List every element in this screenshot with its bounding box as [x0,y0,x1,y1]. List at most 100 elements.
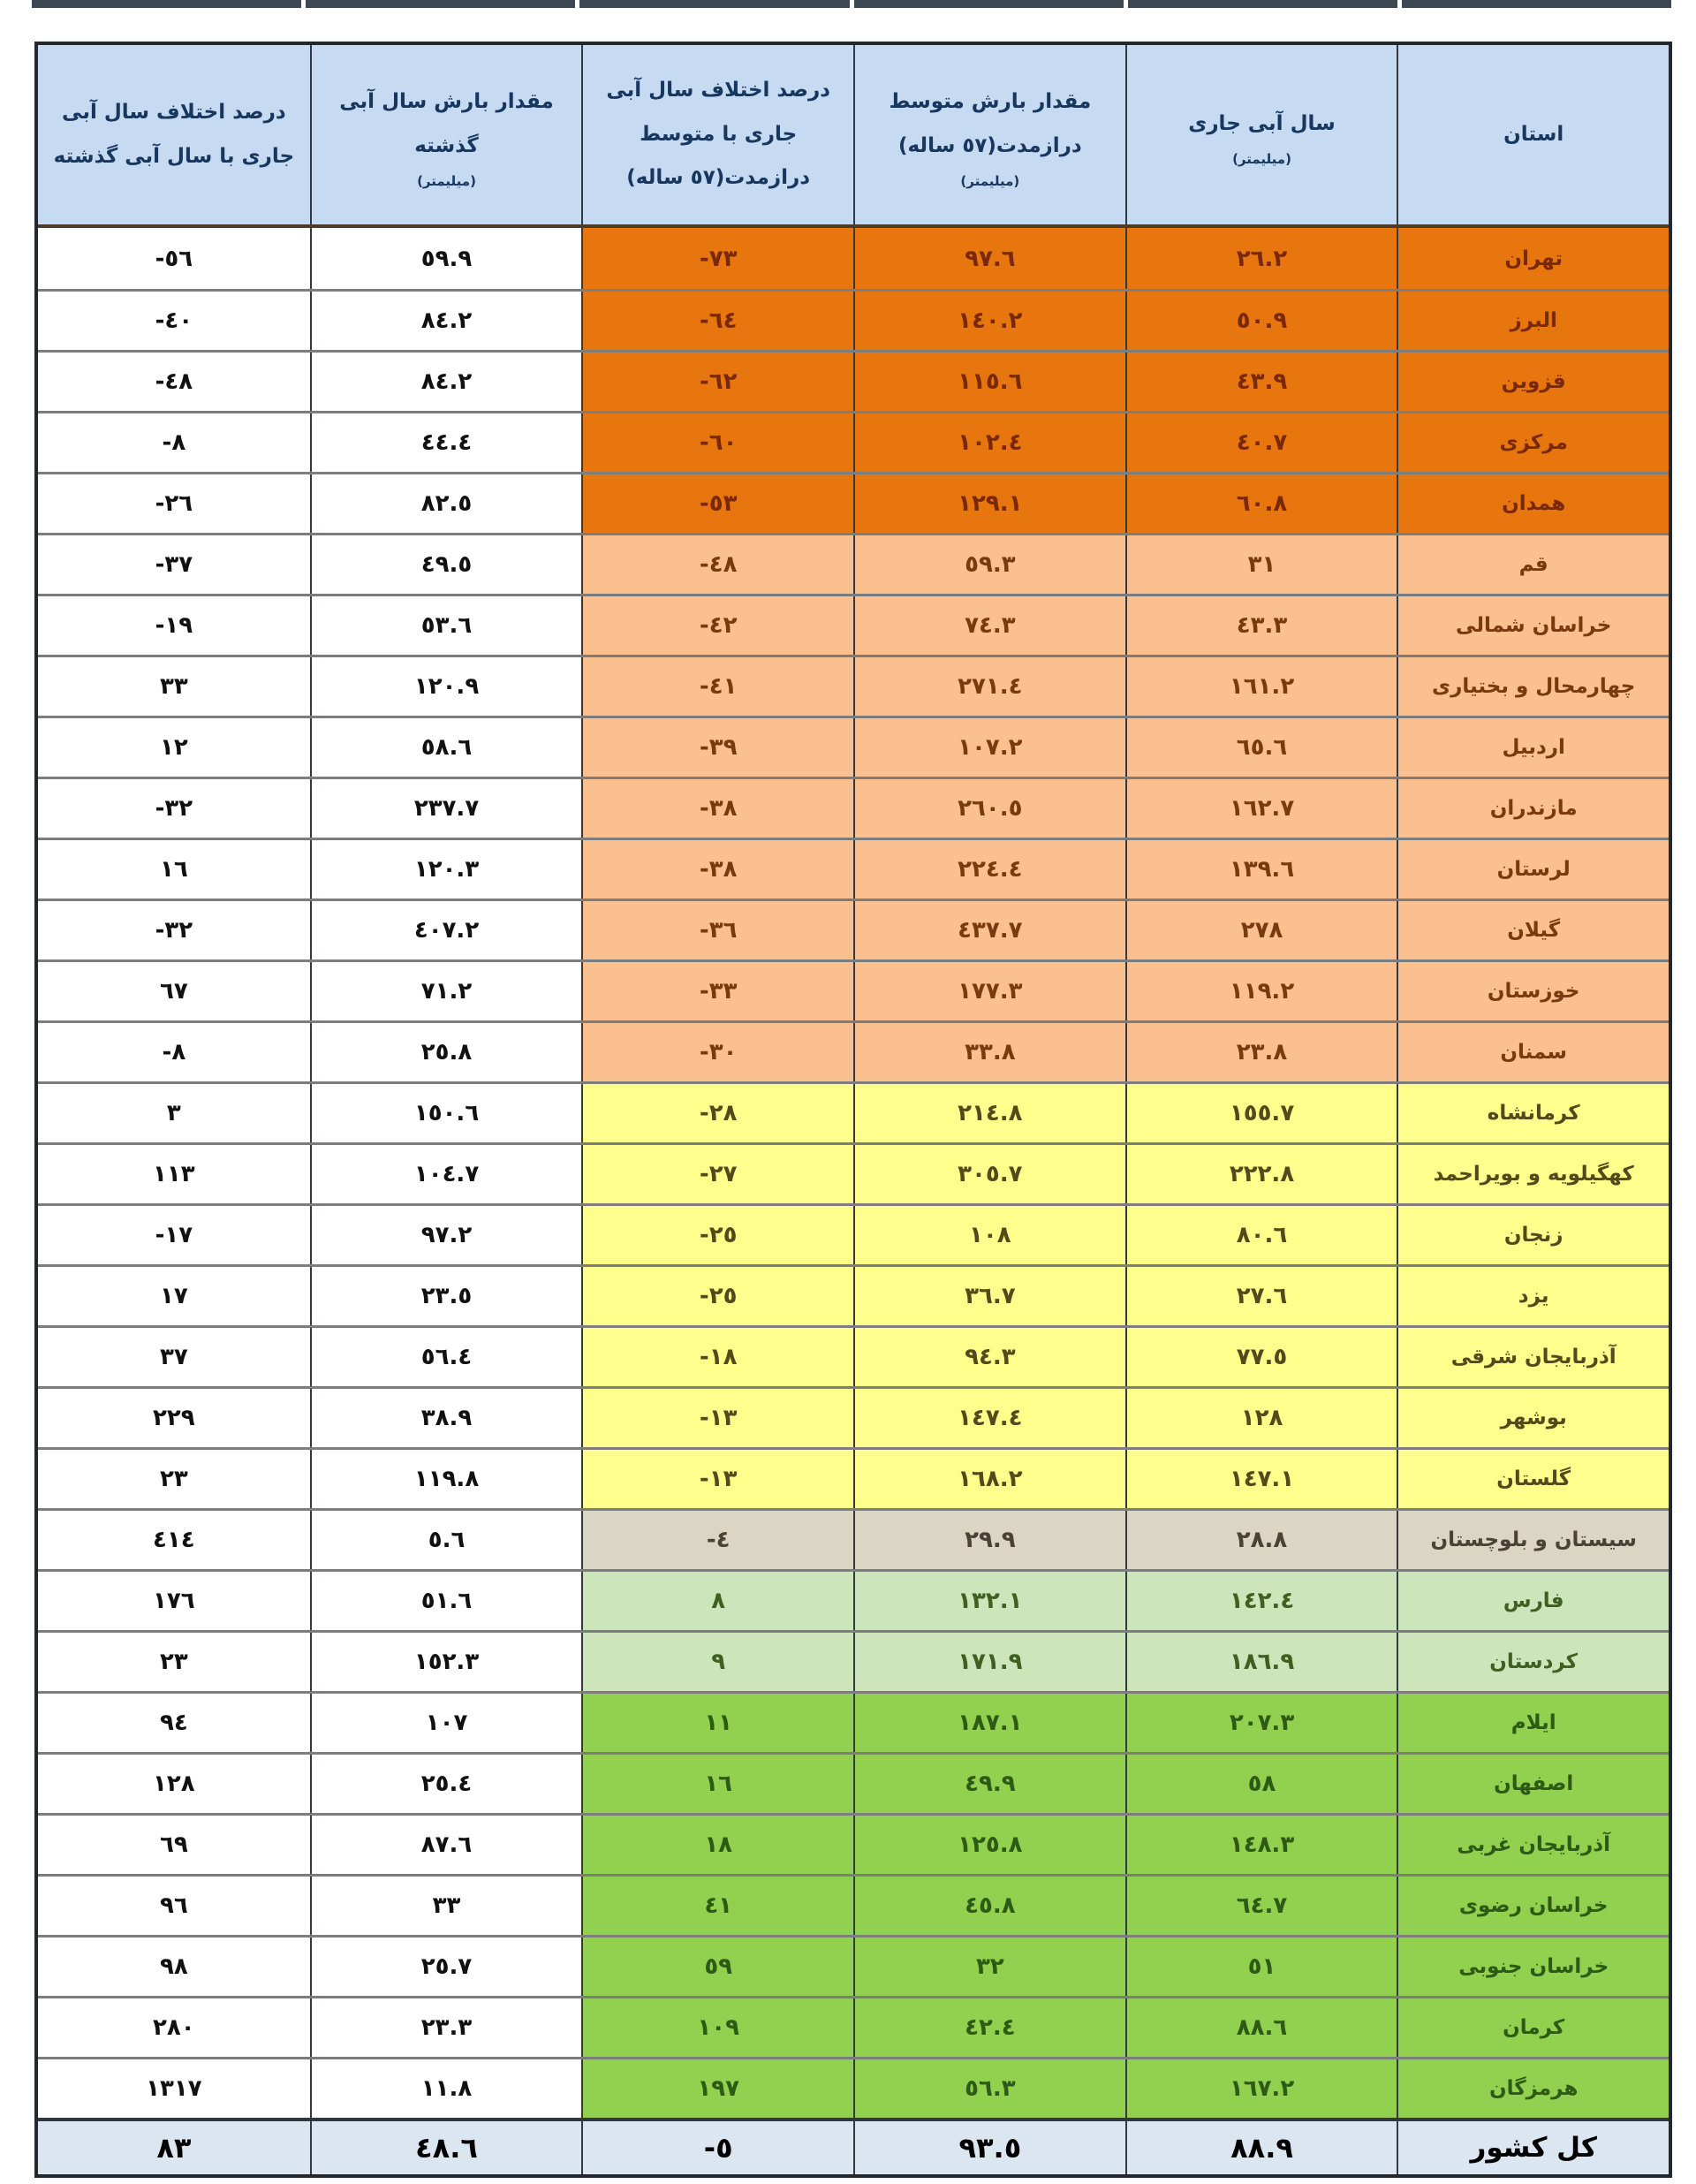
table-row: کرمانشاه ١٥٥.٧ ٢١٤.٨ -٢٨ ١٥٠.٦ ٣ [38,1081,1669,1142]
value-cell-current: ٢٣.٨ [1124,1023,1397,1081]
province-name: قزوین [1501,370,1566,393]
province-name: خراسان جنوبی [1458,1955,1609,1978]
value-longterm: ٣٦.٧ [965,1283,1016,1309]
total-value-diff_lastyear: ٨٣ [156,2131,192,2165]
value-diff_longterm: -٤ [706,1527,731,1553]
value-cell-longterm: ٢٦٠.٥ [853,779,1125,838]
province-name: تهران [1504,246,1563,270]
value-lastyear: ٥.٦ [428,1527,466,1553]
value-diff_longterm: -٣٨ [699,795,738,822]
value-lastyear: ٢٣.٣ [420,2014,473,2041]
value-longterm: ٢١٤.٨ [958,1100,1023,1126]
table-row: سمنان ٢٣.٨ ٣٣.٨ -٣٠ ٢٥.٨ -٨ [38,1020,1669,1081]
value-cell-diff_longterm: ١٦ [581,1755,854,1813]
value-current: ٨٨.٦ [1236,2014,1288,2041]
province-name: سمنان [1500,1041,1568,1064]
value-diff_longterm: ٥٩ [704,1953,733,1980]
value-cell-lastyear: ٢٥.٤ [309,1755,582,1813]
province-name-cell: البرز [1397,292,1669,350]
province-name-cell: کرمان [1397,1998,1669,2057]
column-title: درصد اختلاف سال آبی جاری با متوسط درازمد… [606,79,830,190]
value-lastyear: ٩٧.٢ [420,1222,473,1248]
province-name: کرمان [1503,2016,1565,2039]
value-lastyear: ٣٨.٩ [420,1405,473,1431]
value-cell-longterm: ١٣٢.١ [853,1572,1125,1630]
value-cell-diff_longterm: -١٣ [581,1389,854,1447]
value-cell-diff_lastyear: ٦٩ [38,1816,310,1874]
value-cell-diff_longterm: ١٨ [581,1816,854,1874]
value-cell-longterm: ١٢٥.٨ [853,1816,1125,1874]
province-name: کرمانشاه [1487,1102,1580,1125]
table-edge-fragment [1401,0,1672,8]
value-cell-lastyear: ٥٣.٦ [309,596,582,655]
value-cell-lastyear: ٨٧.٦ [309,1816,582,1874]
column-title: استان [1503,122,1564,146]
value-lastyear: ١٢٠.٩ [413,673,480,700]
value-diff_longterm: -٣٠ [699,1039,738,1065]
value-lastyear: ١٠٧ [425,1710,468,1736]
value-longterm: ٥٩.٣ [965,551,1016,578]
column-unit-label: (میلیمتر) [1232,151,1291,168]
value-diff_lastyear: -٨ [162,1039,186,1065]
column-header-longterm: مقدار بارش متوسط درازمدت(٥٧ ساله) (میلیمت… [853,45,1125,224]
province-name-cell: اصفهان [1397,1755,1669,1813]
value-longterm: ١٠٢.٤ [958,429,1023,456]
value-longterm: ١٦٨.٢ [958,1466,1023,1492]
value-cell-diff_longterm: -٦٠ [581,413,854,472]
value-cell-lastyear: ١٥٢.٣ [309,1633,582,1691]
value-diff_lastyear: ١١٣ [153,1161,195,1187]
value-cell-diff_longterm: ١٩٧ [581,2059,854,2118]
value-cell-lastyear: ١٢٠.٣ [309,840,582,899]
value-cell-diff_lastyear: ٩٨ [38,1938,310,1996]
value-diff_longterm: ١٦ [704,1771,733,1797]
value-cell-diff_longterm: -١٨ [581,1328,854,1386]
value-diff_longterm: -٢٧ [699,1161,738,1187]
province-name-cell: همدان [1397,474,1669,533]
value-cell-longterm: ٥٦.٣ [853,2059,1125,2118]
value-cell-diff_lastyear: ١٧ [38,1267,310,1325]
value-cell-current: ٦٥.٦ [1124,718,1397,777]
value-lastyear: ٥٩.٩ [420,245,473,272]
value-diff_longterm: ١٩٧ [697,2075,739,2102]
value-cell-lastyear: ٨٢.٥ [309,474,582,533]
value-diff_longterm: -٤٨ [699,551,738,578]
value-diff_longterm: -٣٦ [699,917,738,944]
value-cell-diff_longterm: -٣٨ [581,779,854,838]
value-lastyear: ٥٦.٤ [420,1344,473,1370]
value-longterm: ١٨٧.١ [958,1710,1023,1736]
value-lastyear: ٤٤.٤ [420,429,473,456]
table-edge-fragment [1127,0,1397,8]
province-name-cell: فارس [1397,1572,1669,1630]
value-current: ١٨٦.٩ [1229,1649,1295,1675]
table-total-row: کل کشور ٨٨.٩ ٩٣.٥ -٥ ٤٨.٦ ٨٣ [38,2118,1669,2174]
value-cell-current: ٥١ [1124,1938,1397,1996]
value-cell-lastyear: ٢٣.٣ [309,1998,582,2057]
value-cell-diff_longterm: -٣٠ [581,1023,854,1081]
value-cell-diff_longterm: ١٠٩ [581,1998,854,2057]
value-cell-longterm: ٥٩.٣ [853,535,1125,594]
value-diff_lastyear: ١٣١٧ [146,2075,202,2102]
value-longterm: ٤٣٧.٧ [958,917,1023,944]
value-diff_lastyear: -١٧ [155,1222,193,1248]
value-diff_lastyear: ١٧٦ [153,1588,195,1614]
value-diff_lastyear: ٣٧ [159,1344,188,1370]
value-cell-current: ٦٠.٨ [1124,474,1397,533]
province-name-cell: یزد [1397,1267,1669,1325]
value-cell-lastyear: ٨٤.٢ [309,353,582,411]
value-current: ٢٠٧.٣ [1229,1710,1295,1736]
value-cell-lastyear: ١٠٧ [309,1694,582,1752]
value-diff_lastyear: ١٢ [159,734,188,761]
total-value-cell-lastyear: ٤٨.٦ [309,2121,582,2174]
value-cell-current: ٨٨.٦ [1124,1998,1397,2057]
value-cell-longterm: ٢٧١.٤ [853,657,1125,716]
precipitation-table: استان سال آبی جاری (میلیمتر) مقدار بارش متو… [34,42,1672,2178]
value-current: ٧٧.٥ [1236,1344,1288,1370]
value-current: ٥٠.٩ [1236,307,1288,334]
value-cell-diff_longterm: ٤١ [581,1877,854,1935]
value-cell-diff_lastyear: ٢٨٠ [38,1998,310,2057]
value-cell-diff_lastyear: -١٧ [38,1206,310,1264]
value-cell-longterm: ٧٤.٣ [853,596,1125,655]
value-diff_lastyear: ١٧ [159,1283,188,1309]
column-title: سال آبی جاری [1188,111,1336,135]
value-cell-diff_longterm: -٢٥ [581,1267,854,1325]
